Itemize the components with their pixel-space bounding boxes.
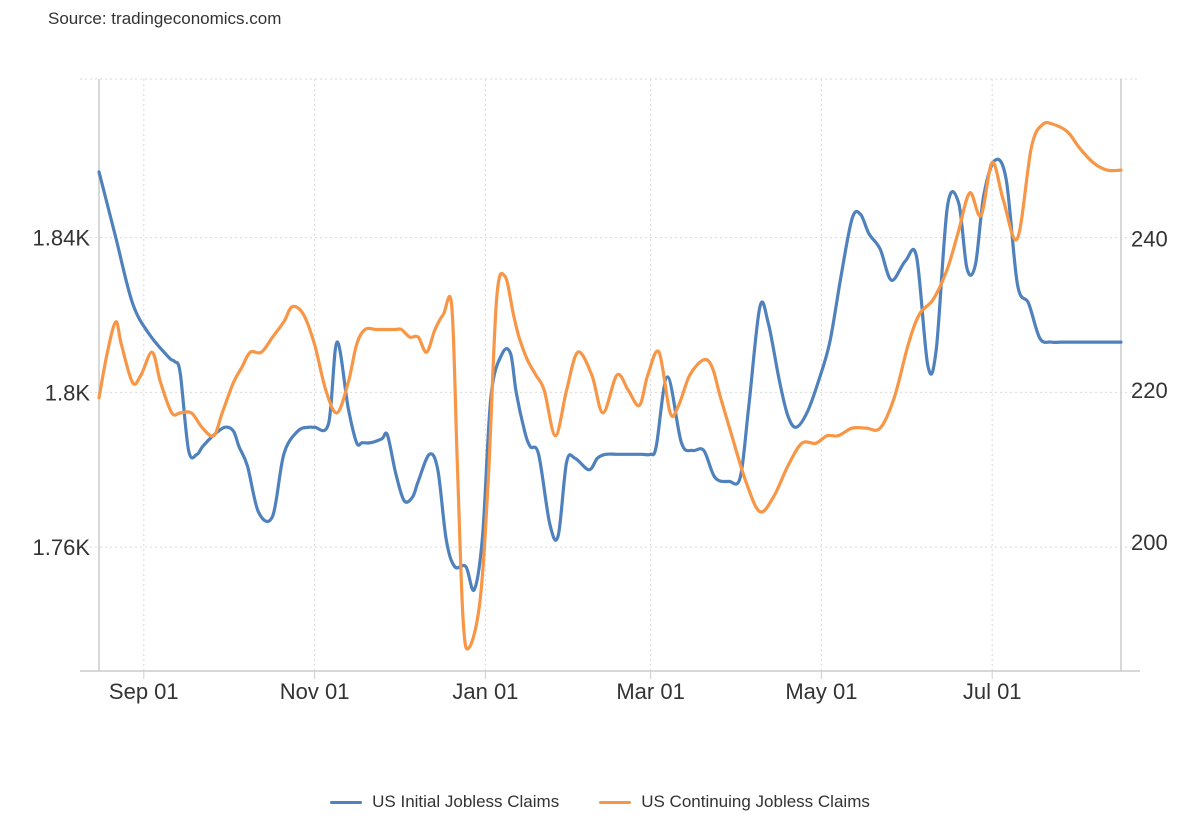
legend-item-continuing-claims[interactable]: US Continuing Jobless Claims <box>599 792 870 812</box>
series-line-continuing-claims <box>97 120 1123 651</box>
legend-item-initial-claims[interactable]: US Initial Jobless Claims <box>330 792 559 812</box>
right-tick-label: 240 <box>1131 226 1168 251</box>
source-label: Source: tradingeconomics.com <box>48 9 282 28</box>
legend: US Initial Jobless Claims US Continuing … <box>0 792 1200 812</box>
series-lines <box>97 120 1123 651</box>
legend-swatch-continuing-claims <box>599 800 632 804</box>
x-tick-label: Nov 01 <box>280 679 350 704</box>
right-axis-ticks: 200 220 240 <box>1131 226 1168 555</box>
legend-label-continuing-claims: US Continuing Jobless Claims <box>641 792 870 811</box>
right-tick-label: 220 <box>1131 378 1168 403</box>
horizontal-gridlines <box>80 78 1140 548</box>
x-tick-label: Jul 01 <box>963 679 1022 704</box>
line-chart: 1.76K 1.8K 1.84K 200 220 240 Sep 01 Nov 01 Jan… <box>33 78 1168 704</box>
x-tick-label: Mar 01 <box>616 679 684 704</box>
x-tick-label: Jan 01 <box>452 679 518 704</box>
left-tick-label: 1.8K <box>45 380 91 405</box>
left-tick-label: 1.84K <box>33 226 91 251</box>
legend-swatch-initial-claims <box>330 800 363 804</box>
x-tick-label: May 01 <box>785 679 857 704</box>
right-tick-label: 200 <box>1131 530 1168 555</box>
left-axis-ticks: 1.76K 1.8K 1.84K <box>33 226 91 561</box>
series-line-initial-claims <box>97 157 1123 592</box>
x-tick-label: Sep 01 <box>109 679 179 704</box>
legend-label-initial-claims: US Initial Jobless Claims <box>372 792 560 811</box>
left-tick-label: 1.76K <box>33 535 91 560</box>
x-axis-ticks: Sep 01 Nov 01 Jan 01 Mar 01 May 01 Jul 01 <box>109 679 1022 704</box>
